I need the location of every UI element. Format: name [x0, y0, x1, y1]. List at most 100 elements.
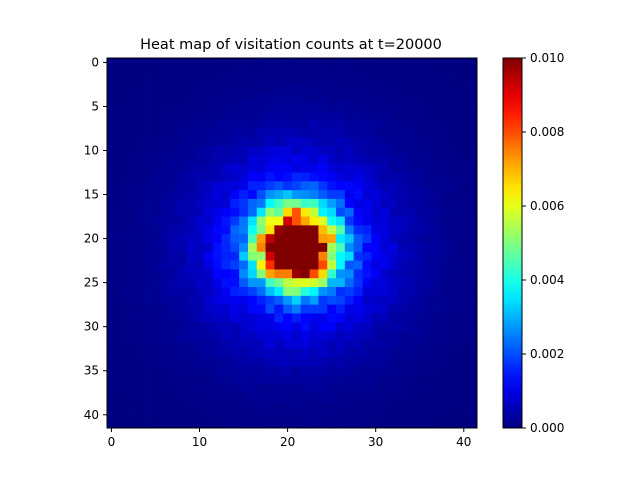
heatmap-cell — [318, 287, 328, 297]
heatmap-cell — [371, 84, 381, 94]
heatmap-cell — [353, 243, 363, 253]
heatmap-cell — [212, 339, 222, 350]
heatmap-cell — [336, 357, 346, 367]
heatmap-cell — [283, 154, 293, 165]
heatmap-cell — [459, 392, 469, 402]
heatmap-cell — [274, 331, 284, 341]
heatmap-cell — [151, 190, 161, 200]
heatmap-cell — [265, 207, 275, 217]
heatmap-cell — [256, 128, 266, 138]
heatmap-cell — [459, 128, 469, 138]
heatmap-cell — [300, 225, 311, 235]
heatmap-cell — [283, 419, 293, 428]
heatmap-cell — [380, 410, 390, 420]
heatmap-cell — [195, 137, 205, 147]
heatmap-cell — [221, 198, 231, 209]
heatmap-cell — [256, 331, 266, 341]
heatmap-cell — [195, 128, 205, 138]
heatmap-cell — [309, 190, 319, 200]
heatmap-cell — [468, 181, 477, 191]
heatmap-cell — [415, 190, 425, 200]
heatmap-cell — [450, 154, 460, 165]
heatmap-cell — [309, 260, 319, 270]
heatmap-cell — [459, 137, 469, 147]
heatmap-cell — [124, 137, 134, 147]
x-tick-label: 30 — [368, 435, 383, 449]
heatmap-cell — [397, 110, 407, 121]
heatmap-cell — [239, 216, 249, 226]
heatmap-cell — [327, 383, 337, 394]
heatmap-cell — [203, 419, 214, 428]
heatmap-cell — [371, 304, 381, 314]
heatmap-cell — [177, 322, 187, 332]
heatmap-cell — [450, 366, 460, 376]
heatmap-cell — [124, 110, 134, 121]
heatmap-cell — [432, 269, 443, 279]
heatmap-cell — [256, 58, 266, 68]
heatmap-cell — [406, 146, 416, 156]
heatmap-cell — [230, 137, 240, 147]
heatmap-cell — [239, 234, 249, 244]
heatmap-cell — [142, 348, 152, 358]
heatmap-cell — [256, 190, 266, 200]
heatmap-cell — [274, 93, 284, 103]
heatmap-cell — [380, 278, 390, 288]
heatmap-cell — [397, 234, 407, 244]
heatmap-cell — [397, 243, 407, 253]
heatmap-cell — [318, 128, 328, 138]
heatmap-cell — [133, 225, 143, 235]
heatmap-cell — [230, 102, 240, 112]
heatmap-cell — [388, 110, 399, 121]
heatmap-cell — [239, 225, 249, 235]
heatmap-cell — [265, 304, 275, 314]
heatmap-cell — [380, 366, 390, 376]
heatmap-cell — [336, 295, 346, 306]
heatmap-cell — [388, 216, 399, 226]
heatmap-cell — [371, 251, 381, 262]
heatmap-cell — [397, 419, 407, 428]
heatmap-cell — [300, 410, 311, 420]
heatmap-cell — [203, 392, 214, 402]
heatmap-cell — [459, 154, 469, 165]
heatmap-cell — [159, 287, 170, 297]
heatmap-cell — [336, 419, 346, 428]
heatmap-cell — [177, 295, 187, 306]
heatmap-cell — [450, 243, 460, 253]
heatmap-cell — [283, 251, 293, 262]
heatmap-cell — [107, 154, 117, 165]
heatmap-cell — [362, 322, 372, 332]
heatmap-cell — [230, 295, 240, 306]
heatmap-cell — [256, 251, 266, 262]
heatmap-cell — [159, 137, 170, 147]
heatmap-cell — [432, 243, 443, 253]
heatmap-cell — [274, 110, 284, 121]
heatmap-cell — [450, 357, 460, 367]
heatmap-cell — [142, 401, 152, 411]
heatmap-cell — [203, 339, 214, 350]
heatmap-cell — [107, 322, 117, 332]
heatmap-cell — [397, 93, 407, 103]
heatmap-cell — [318, 278, 328, 288]
heatmap-cell — [203, 181, 214, 191]
heatmap-cell — [239, 190, 249, 200]
heatmap-cell — [406, 207, 416, 217]
heatmap-cell — [441, 243, 451, 253]
heatmap-cell — [168, 419, 178, 428]
heatmap-cell — [450, 190, 460, 200]
heatmap-cell — [353, 375, 363, 385]
heatmap-cell — [159, 269, 170, 279]
heatmap-cell — [388, 251, 399, 262]
heatmap-cell — [406, 163, 416, 173]
heatmap-cell — [309, 119, 319, 129]
heatmap-cell — [362, 75, 372, 85]
heatmap-cell — [309, 58, 319, 68]
heatmap-cell — [265, 146, 275, 156]
heatmap-cell — [107, 198, 117, 209]
heatmap-cell — [441, 287, 451, 297]
heatmap-cell — [239, 278, 249, 288]
heatmap-cell — [239, 419, 249, 428]
heatmap-cell — [362, 146, 372, 156]
heatmap-cell — [159, 410, 170, 420]
heatmap-cell — [380, 401, 390, 411]
heatmap-cell — [168, 331, 178, 341]
